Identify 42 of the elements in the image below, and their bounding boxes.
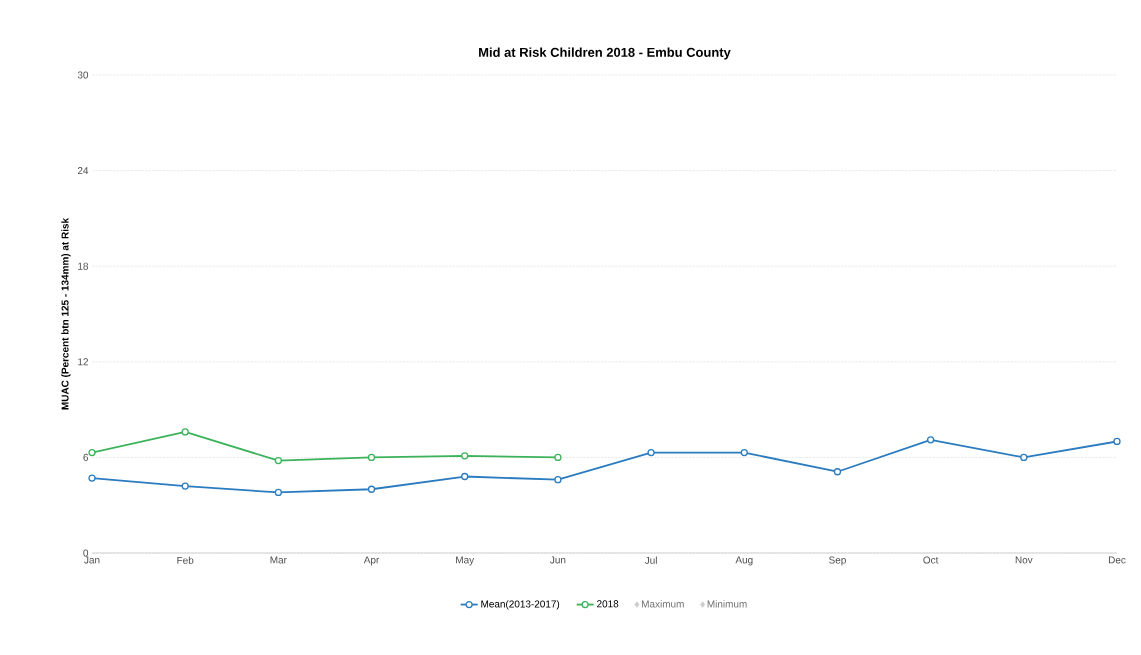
point (740, 448, 748, 457)
legend-label: Maximum (642, 600, 684, 608)
x-tick-label: Mar (270, 556, 287, 564)
point (833, 468, 842, 476)
point (461, 472, 469, 481)
point (181, 482, 189, 490)
y-axis-title: MUAC (Percent btn 125 - 134mm) at Risk (61, 217, 71, 410)
point (274, 488, 283, 497)
x-tick-label: Aug (735, 556, 753, 566)
x-tick-label: Dec (1108, 556, 1126, 564)
x-tick-label: Oct (923, 556, 939, 564)
y-tick-label: 24 (77, 167, 89, 175)
point (274, 456, 283, 465)
x-tick-label: Apr (363, 556, 380, 566)
point (367, 453, 376, 462)
point (88, 448, 96, 457)
legend-label: Mean(2013-2017) (481, 600, 560, 610)
y-tick-label: 18 (78, 262, 89, 270)
y-tick-label: 12 (78, 358, 88, 366)
point (554, 476, 562, 484)
y-tick-label: 30 (77, 71, 89, 79)
point (926, 436, 935, 444)
chart-title: Mid at Risk Children 2018 - Embu County (479, 47, 731, 60)
legend-label: 2018 (597, 600, 619, 608)
point (461, 452, 469, 460)
x-tick-label: Nov (1015, 556, 1033, 564)
point (1113, 437, 1121, 446)
legend-label: Minimum (707, 600, 747, 608)
point (554, 453, 562, 462)
y-tick-label: 6 (83, 453, 89, 461)
point (181, 428, 189, 436)
x-tick-label: Jun (550, 556, 566, 564)
y-tick-label: 0 (83, 549, 89, 557)
x-tick-label: Feb (177, 556, 194, 564)
x-tick-label: Sep (829, 556, 846, 566)
x-tick-label: Jul (644, 556, 657, 564)
point (88, 474, 96, 482)
point (367, 485, 376, 493)
x-tick-label: May (456, 556, 475, 566)
x-tick-label: Jan (84, 556, 100, 564)
point (1020, 453, 1028, 462)
point (647, 448, 655, 457)
